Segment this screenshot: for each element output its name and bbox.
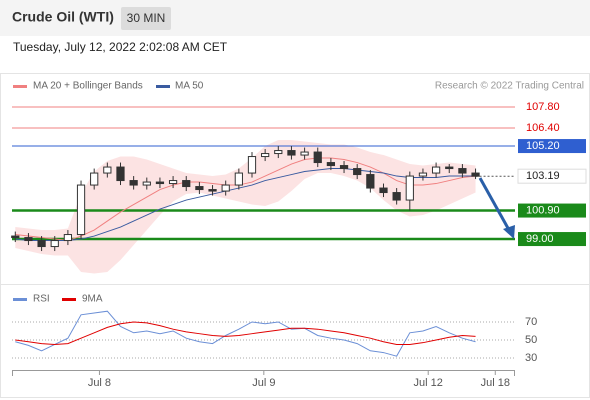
candle-body <box>313 151 322 164</box>
level-tag <box>518 139 586 154</box>
candle-body <box>195 186 204 191</box>
x-tick-label: Jul 9 <box>252 377 275 389</box>
candle-body <box>182 180 191 188</box>
level-tag <box>518 232 586 247</box>
candle-body <box>168 180 178 185</box>
candle-body <box>445 166 454 170</box>
candle-body <box>129 180 138 186</box>
candle-body <box>418 172 428 177</box>
candle-body <box>392 192 401 201</box>
ma-line <box>15 157 476 242</box>
forecast-arrow <box>478 177 515 239</box>
level-label: 107.80 <box>526 101 560 113</box>
candle-body <box>366 174 375 189</box>
plot-layer: 107.80 106.40 105.20 103.19 100.90 99.00 Jul 8… <box>11 101 587 389</box>
candle-body <box>24 237 33 242</box>
candle-body <box>261 153 270 158</box>
credit: Research © 2022 Trading Central <box>435 81 584 92</box>
level-label: 106.40 <box>526 122 560 134</box>
level-label: 99.00 <box>526 233 554 245</box>
y-tick-label: 70 <box>525 316 537 328</box>
candle-body <box>155 181 165 185</box>
ma-line <box>15 168 476 242</box>
rsi-line <box>15 321 476 345</box>
candle-body <box>221 184 230 192</box>
candle-body <box>247 156 257 174</box>
candle-body <box>103 166 112 174</box>
candle-body <box>90 172 99 186</box>
candle-body <box>458 168 467 174</box>
candle-body <box>287 150 296 156</box>
level-label: 105.20 <box>526 140 560 152</box>
candle-body <box>339 165 349 170</box>
candle-body <box>50 240 59 248</box>
candle-body <box>11 235 20 239</box>
legend-label: RSI <box>33 294 50 305</box>
candle-body <box>353 168 362 176</box>
level-label: 103.19 <box>526 170 560 182</box>
level-tag <box>517 168 587 184</box>
x-tick-label: Jul 12 <box>414 377 443 389</box>
header-bar <box>0 0 590 36</box>
legend-label: 9MA <box>82 294 103 305</box>
level-label: 100.90 <box>526 204 560 216</box>
candle-body <box>37 240 46 248</box>
candle-body <box>63 234 73 242</box>
candle-body <box>405 175 414 201</box>
instrument-title: Crude Oil (WTI) <box>12 9 114 25</box>
candle-body <box>471 172 480 177</box>
legend-label: MA 20 + Bollinger Bands <box>33 81 143 92</box>
rsi-line <box>15 310 476 357</box>
candle-body <box>142 181 151 186</box>
x-tick-label: Jul 8 <box>88 377 111 389</box>
timestamp: Tuesday, July 12, 2022 2:02:08 AM CET <box>13 40 228 54</box>
candle-body <box>76 184 86 236</box>
interval-badge[interactable] <box>121 7 171 30</box>
x-tick-label: Jul 18 <box>481 377 510 389</box>
level-tag <box>518 203 586 218</box>
candle-body <box>379 187 388 194</box>
candle-body <box>300 151 309 156</box>
y-tick-label: 30 <box>525 352 537 364</box>
candle-body <box>116 166 125 182</box>
y-tick-label: 50 <box>525 334 537 346</box>
candle-body <box>234 172 243 186</box>
candle-body <box>326 162 336 167</box>
candle-body <box>274 150 283 155</box>
candle-body <box>208 189 217 192</box>
legend-label: MA 50 <box>175 81 204 92</box>
candle-body <box>431 166 441 174</box>
interval-label[interactable]: 30 MIN <box>127 11 166 25</box>
